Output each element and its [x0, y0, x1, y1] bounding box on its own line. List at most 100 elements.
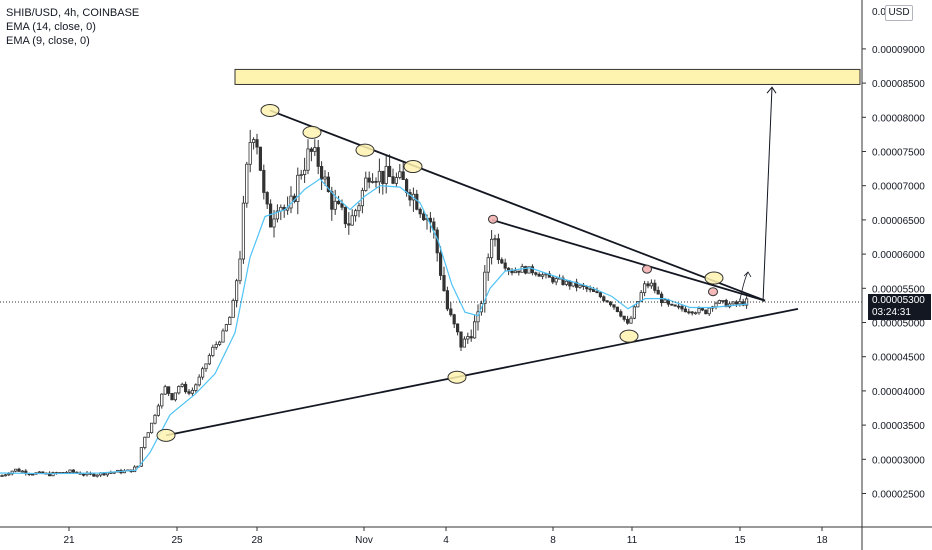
price-tick-label: 0.00007000	[872, 182, 925, 193]
candle-body	[724, 299, 728, 308]
ema14-label[interactable]: EMA (14, close, 0)	[6, 21, 96, 33]
candle-body	[704, 309, 708, 315]
candle-body	[561, 277, 565, 285]
candle-body	[347, 223, 351, 226]
candle-body	[309, 148, 314, 152]
candle-body	[626, 318, 630, 324]
symbol-label[interactable]: SHIB/USD, 4h, COINBASE	[6, 7, 140, 19]
retest-arrow	[739, 271, 752, 301]
candle-body	[255, 139, 259, 148]
candle-body	[394, 177, 399, 184]
candle-body	[231, 300, 235, 318]
candle-body	[653, 282, 657, 291]
candle-body	[367, 177, 371, 183]
touch-point-marker	[403, 160, 423, 174]
candle-body	[592, 288, 596, 292]
candle-body	[517, 270, 521, 273]
candle-body	[214, 344, 218, 348]
breakout-arrowhead	[766, 86, 777, 94]
price-tick-label: 0.00005000	[872, 319, 925, 330]
candle-body	[524, 266, 528, 274]
candle-body	[700, 308, 705, 311]
candle-body	[707, 307, 711, 315]
candle-body	[609, 301, 613, 306]
candle-body	[146, 432, 150, 438]
candle-body	[211, 346, 215, 356]
candle-body	[377, 170, 382, 183]
candle-body	[180, 383, 184, 387]
candle-body	[598, 292, 603, 298]
candle-body	[469, 336, 473, 339]
candle-body	[173, 392, 177, 401]
bar-countdown: 03:24:31	[872, 307, 911, 318]
candle-body	[336, 200, 341, 205]
price-tick-label: 0.00008500	[872, 79, 925, 90]
candle-body	[646, 283, 650, 287]
candle-body	[455, 323, 460, 333]
candle-body	[187, 391, 191, 394]
candle-body	[687, 311, 691, 314]
candle-body	[649, 282, 654, 287]
price-tick-label: 0.00006500	[872, 216, 925, 227]
candle-body	[513, 270, 518, 274]
candle-body	[37, 471, 42, 474]
candle-body	[313, 147, 317, 152]
candle-body	[493, 238, 497, 241]
candle-body	[170, 393, 174, 401]
candle-body	[265, 192, 269, 205]
candle-body	[163, 386, 167, 395]
candle-body	[13, 468, 18, 472]
candle-body	[326, 176, 331, 192]
touch-point-marker	[156, 428, 176, 442]
candle-body	[217, 341, 222, 345]
time-tick-label: 21	[63, 535, 75, 546]
candle-body	[350, 215, 354, 226]
candle-body	[486, 257, 490, 273]
candle-body	[483, 271, 487, 305]
currency-button[interactable]: USD	[885, 5, 913, 21]
candle-body	[302, 169, 307, 175]
candle-body	[472, 321, 477, 339]
candle-body	[462, 338, 467, 348]
candle-body	[92, 473, 96, 477]
candle-body	[68, 469, 72, 473]
price-tick-label: 0.00003500	[872, 421, 925, 432]
candle-body	[132, 466, 137, 473]
candle-body	[234, 280, 239, 301]
ema9-label[interactable]: EMA (9, close, 0)	[6, 35, 90, 47]
candle-body	[527, 266, 531, 274]
candle-body	[149, 422, 154, 434]
candle-body	[445, 290, 450, 310]
candle-body	[384, 165, 388, 184]
candle-body	[319, 166, 324, 180]
candle-body	[333, 200, 337, 210]
candle-body	[353, 210, 358, 217]
candle-body	[71, 469, 75, 473]
candle-body	[404, 179, 409, 193]
candle-body	[323, 176, 327, 180]
candle-body	[20, 470, 25, 473]
touch-point-marker	[355, 143, 375, 157]
time-tick-label: 18	[816, 535, 828, 546]
time-tick-label: 25	[171, 535, 183, 546]
time-axis: 21 25 28 Nov 4 8 11 15 18	[63, 527, 828, 546]
touch-point-marker	[619, 329, 639, 343]
candle-body	[734, 301, 739, 305]
time-tick-label: 8	[550, 535, 556, 546]
candle-body	[258, 146, 263, 171]
candle-body	[680, 305, 684, 310]
candle-body	[364, 177, 368, 191]
candle-body	[95, 474, 99, 477]
candle-body	[381, 170, 385, 184]
candle-body	[275, 210, 280, 220]
touch-point-marker-red	[642, 264, 652, 274]
price-tick-label: 0.00004000	[872, 387, 925, 398]
candle-body	[330, 191, 334, 210]
price-tick-label: 0.00008000	[872, 113, 925, 124]
candle-body	[738, 301, 742, 305]
candle-body	[241, 202, 245, 260]
last-price-value: 0.00005300	[872, 295, 925, 306]
candle-body	[418, 208, 422, 215]
candle-body	[398, 171, 402, 178]
